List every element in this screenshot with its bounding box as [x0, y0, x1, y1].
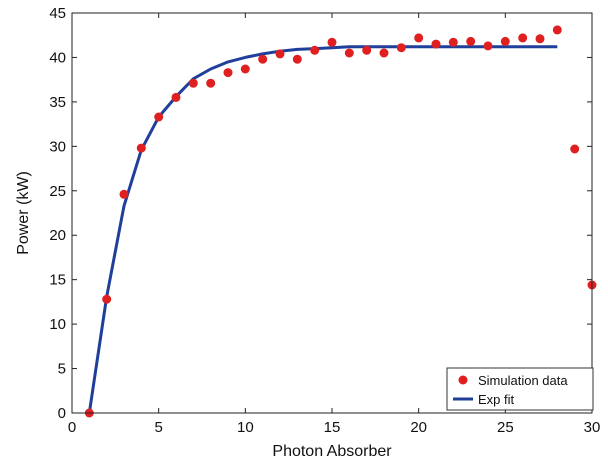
data-point-simulation — [379, 48, 389, 58]
data-point-simulation — [570, 144, 580, 154]
y-tick-label: 35 — [49, 94, 66, 111]
data-point-simulation — [240, 64, 250, 74]
data-point-simulation — [310, 45, 320, 55]
y-tick-label: 5 — [58, 361, 66, 378]
data-point-simulation — [500, 36, 510, 46]
data-point-simulation — [258, 54, 268, 64]
data-point-simulation — [431, 39, 441, 49]
x-tick-label: 15 — [324, 419, 341, 436]
data-point-simulation — [396, 43, 406, 53]
data-point-simulation — [362, 45, 372, 55]
y-tick-label: 0 — [58, 405, 66, 422]
data-layer — [84, 25, 597, 418]
data-point-simulation — [552, 25, 562, 35]
y-tick-label: 15 — [49, 272, 66, 289]
data-point-simulation — [188, 78, 198, 88]
data-point-simulation — [483, 41, 493, 51]
data-point-simulation — [206, 78, 216, 88]
plot-frame — [71, 12, 593, 414]
data-point-simulation — [448, 37, 458, 47]
data-point-simulation — [154, 112, 164, 122]
x-tick-label: 20 — [410, 419, 427, 436]
data-point-simulation — [327, 37, 337, 47]
y-tick-label: 10 — [49, 316, 66, 333]
data-point-simulation — [136, 143, 146, 153]
x-tick-label: 10 — [237, 419, 254, 436]
data-point-simulation — [119, 189, 129, 199]
legend: Simulation data Exp fit — [446, 367, 594, 411]
series-line-exp-fit — [87, 45, 558, 414]
data-point-simulation — [292, 54, 302, 64]
data-point-simulation — [518, 33, 528, 43]
y-tick-label: 25 — [49, 183, 66, 200]
y-tick-label: 30 — [49, 138, 66, 155]
tick-layer: 0 5 10 15 20 25 30 0 5 10 15 20 25 30 35 40 45 — [49, 5, 600, 436]
x-tick-label: 5 — [154, 419, 162, 436]
x-tick-label: 25 — [497, 419, 514, 436]
legend-label-simulation: Simulation data — [478, 373, 568, 388]
x-tick-label: 30 — [584, 419, 601, 436]
data-point-simulation — [275, 49, 285, 59]
x-axis-label: Photon Absorber — [272, 443, 392, 460]
data-point-simulation — [102, 294, 112, 304]
y-tick-label: 20 — [49, 227, 66, 244]
data-point-simulation — [414, 33, 424, 43]
data-point-simulation — [535, 34, 545, 44]
data-point-simulation — [344, 48, 354, 58]
legend-box — [446, 367, 594, 411]
data-point-simulation — [171, 92, 181, 102]
y-axis-label: Power (kW) — [15, 171, 32, 255]
axes-layer — [71, 12, 593, 414]
legend-label-exp-fit: Exp fit — [478, 392, 515, 407]
x-tick-label: 0 — [68, 419, 76, 436]
data-point-simulation — [466, 36, 476, 46]
y-tick-label: 40 — [49, 49, 66, 66]
legend-marker-simulation — [458, 375, 468, 385]
data-point-simulation — [223, 68, 233, 78]
y-tick-label: 45 — [49, 5, 66, 22]
